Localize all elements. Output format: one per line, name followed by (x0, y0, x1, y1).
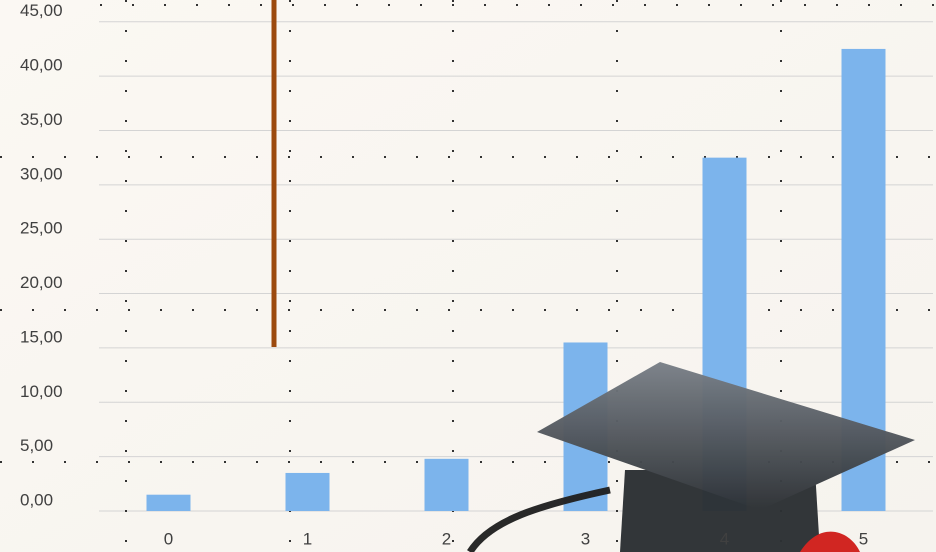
y-tick-label: 40,00 (20, 56, 63, 75)
labels: 0,005,0010,0015,0020,0025,0030,0035,0040… (20, 1, 868, 548)
x-tick-label: 4 (720, 529, 729, 548)
y-tick-label: 10,00 (20, 382, 63, 401)
y-tick-label: 25,00 (20, 219, 63, 238)
diploma-ribbon (800, 531, 860, 552)
y-tick-label: 30,00 (20, 164, 63, 183)
bar (424, 458, 469, 511)
y-tick-label: 5,00 (20, 436, 53, 455)
x-tick-label: 3 (581, 529, 590, 548)
grid (99, 21, 933, 512)
y-tick-label: 0,00 (20, 490, 53, 509)
bar (285, 472, 330, 511)
y-tick-label: 45,00 (20, 1, 63, 20)
y-tick-label: 35,00 (20, 110, 63, 129)
cap-tassel (467, 486, 611, 552)
x-tick-label: 5 (859, 529, 868, 548)
x-tick-label: 1 (303, 529, 312, 548)
x-tick-label: 2 (442, 529, 451, 548)
y-tick-label: 15,00 (20, 327, 63, 346)
cap-top (537, 362, 915, 510)
graduation-cap (467, 362, 915, 552)
x-tick-label: 0 (164, 529, 173, 548)
bar (146, 494, 191, 511)
y-tick-label: 20,00 (20, 273, 63, 292)
